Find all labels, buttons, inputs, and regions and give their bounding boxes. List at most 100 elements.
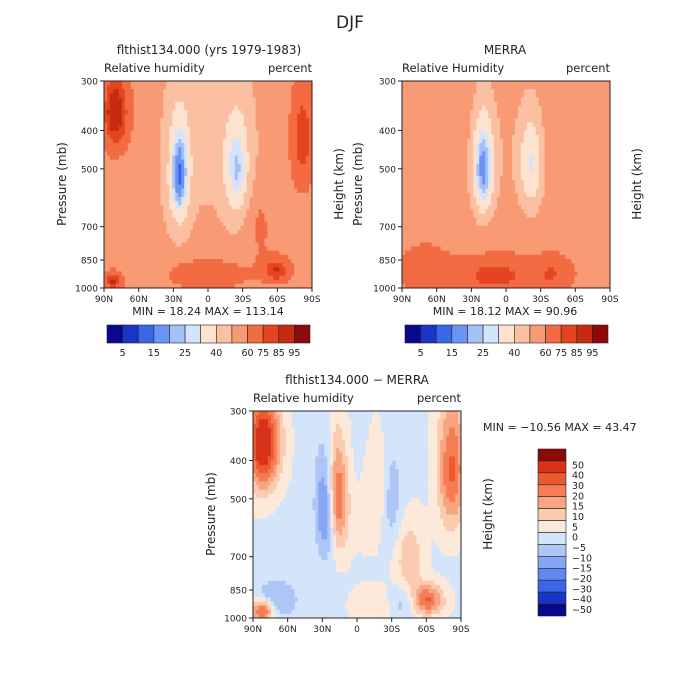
heatmap-cell — [109, 242, 114, 247]
heatmap-cell — [175, 221, 179, 227]
heatmap-cell — [264, 196, 268, 202]
heatmap-cell — [413, 163, 418, 169]
heatmap-cell — [437, 163, 442, 169]
heatmap-cell — [279, 130, 283, 136]
heatmap-cells — [104, 81, 313, 289]
heatmap-cell — [243, 109, 248, 115]
heatmap-cell — [205, 196, 209, 202]
heatmap-cell — [598, 114, 602, 119]
heatmap-cell — [544, 155, 548, 161]
heatmap-cell — [267, 134, 271, 140]
heatmap-cell — [190, 151, 194, 156]
heatmap-cell — [148, 242, 152, 247]
heatmap-cell — [246, 101, 250, 107]
heatmap-cell — [535, 159, 540, 165]
heatmap-cell — [148, 130, 152, 136]
heatmap-cell — [419, 101, 424, 107]
heatmap-cell — [109, 184, 114, 190]
heatmap-cell — [160, 151, 164, 156]
heatmap-cell — [157, 143, 161, 148]
heatmap-cell — [237, 234, 242, 239]
heatmap-cell — [261, 242, 265, 247]
heatmap-cell — [303, 114, 307, 119]
heatmap-cell — [550, 159, 554, 165]
heatmap-cell — [601, 151, 605, 156]
heatmap-cell — [562, 101, 566, 107]
heatmap-cell — [404, 130, 409, 136]
heatmap-cell — [282, 246, 286, 252]
heatmap-cell — [476, 138, 480, 144]
heatmap-cell — [431, 151, 436, 156]
heatmap-cell — [237, 196, 242, 202]
heatmap-cell — [607, 85, 611, 90]
heatmap-cell — [503, 134, 507, 140]
heatmap-cell — [413, 105, 418, 111]
heatmap-cell — [276, 109, 280, 115]
heatmap-cell — [124, 138, 129, 144]
heatmap-cell — [503, 105, 507, 111]
heatmap-cell — [237, 275, 242, 281]
heatmap-cell — [255, 172, 259, 177]
heatmap-cell — [163, 217, 167, 223]
heatmap-cell — [500, 97, 504, 103]
heatmap-cell — [252, 263, 256, 268]
heatmap-cell — [592, 81, 596, 86]
heatmap-cell — [142, 163, 146, 169]
heatmap-cell — [562, 109, 566, 115]
heatmap-cell — [154, 271, 158, 276]
heatmap-cell — [175, 126, 179, 132]
heatmap-cell — [461, 118, 465, 123]
heatmap-cell — [255, 147, 259, 152]
heatmap-cell — [169, 271, 173, 276]
heatmap-cell — [216, 89, 221, 94]
heatmap-cell — [267, 89, 271, 94]
heatmap-cell — [160, 221, 164, 227]
heatmap-cell — [216, 176, 221, 181]
heatmap-cell — [151, 118, 155, 123]
heatmap-cell — [249, 134, 253, 140]
heatmap-cell — [193, 130, 197, 136]
heatmap-cell — [246, 130, 250, 136]
heatmap-cell — [514, 126, 519, 132]
heatmap-cell — [139, 221, 144, 227]
heatmap-cell — [309, 188, 313, 194]
heatmap-cell — [118, 85, 123, 90]
heatmap-cell — [488, 163, 492, 169]
heatmap-cell — [598, 155, 602, 161]
heatmap-cell — [243, 159, 248, 165]
heatmap-cell — [577, 155, 581, 161]
heatmap-cell — [136, 155, 141, 161]
heatmap-cell — [258, 221, 262, 227]
heatmap-cell — [485, 130, 489, 136]
heatmap-cell — [112, 97, 117, 103]
heatmap-cell — [163, 163, 167, 169]
heatmap-cell — [577, 151, 581, 156]
heatmap-cell — [264, 172, 268, 177]
heatmap-cell — [249, 105, 253, 111]
heatmap-cell — [139, 109, 144, 115]
heatmap-cell — [121, 89, 126, 94]
heatmap-cell — [282, 97, 286, 103]
heatmap-cell — [175, 275, 179, 281]
heatmap-cell — [264, 209, 268, 214]
heatmap-cell — [538, 138, 543, 144]
heatmap-cell — [497, 89, 501, 94]
heatmap-cell — [181, 159, 185, 165]
heatmap-cell — [163, 238, 167, 243]
heatmap-cell — [547, 126, 551, 132]
heatmap-cell — [309, 155, 313, 161]
heatmap-cell — [291, 176, 295, 181]
heatmap-cell — [517, 105, 522, 111]
heatmap-cell — [205, 130, 209, 136]
heatmap-cell — [255, 263, 259, 268]
heatmap-cell — [193, 159, 197, 165]
heatmap-cell — [586, 118, 590, 123]
heatmap-cell — [136, 246, 141, 252]
heatmap-cell — [151, 155, 155, 161]
heatmap-cell — [187, 221, 191, 227]
heatmap-cell — [127, 151, 132, 156]
heatmap-cell — [127, 93, 132, 98]
heatmap-cell — [104, 205, 108, 210]
heatmap-cell — [213, 196, 218, 202]
heatmap-cell — [181, 89, 185, 94]
